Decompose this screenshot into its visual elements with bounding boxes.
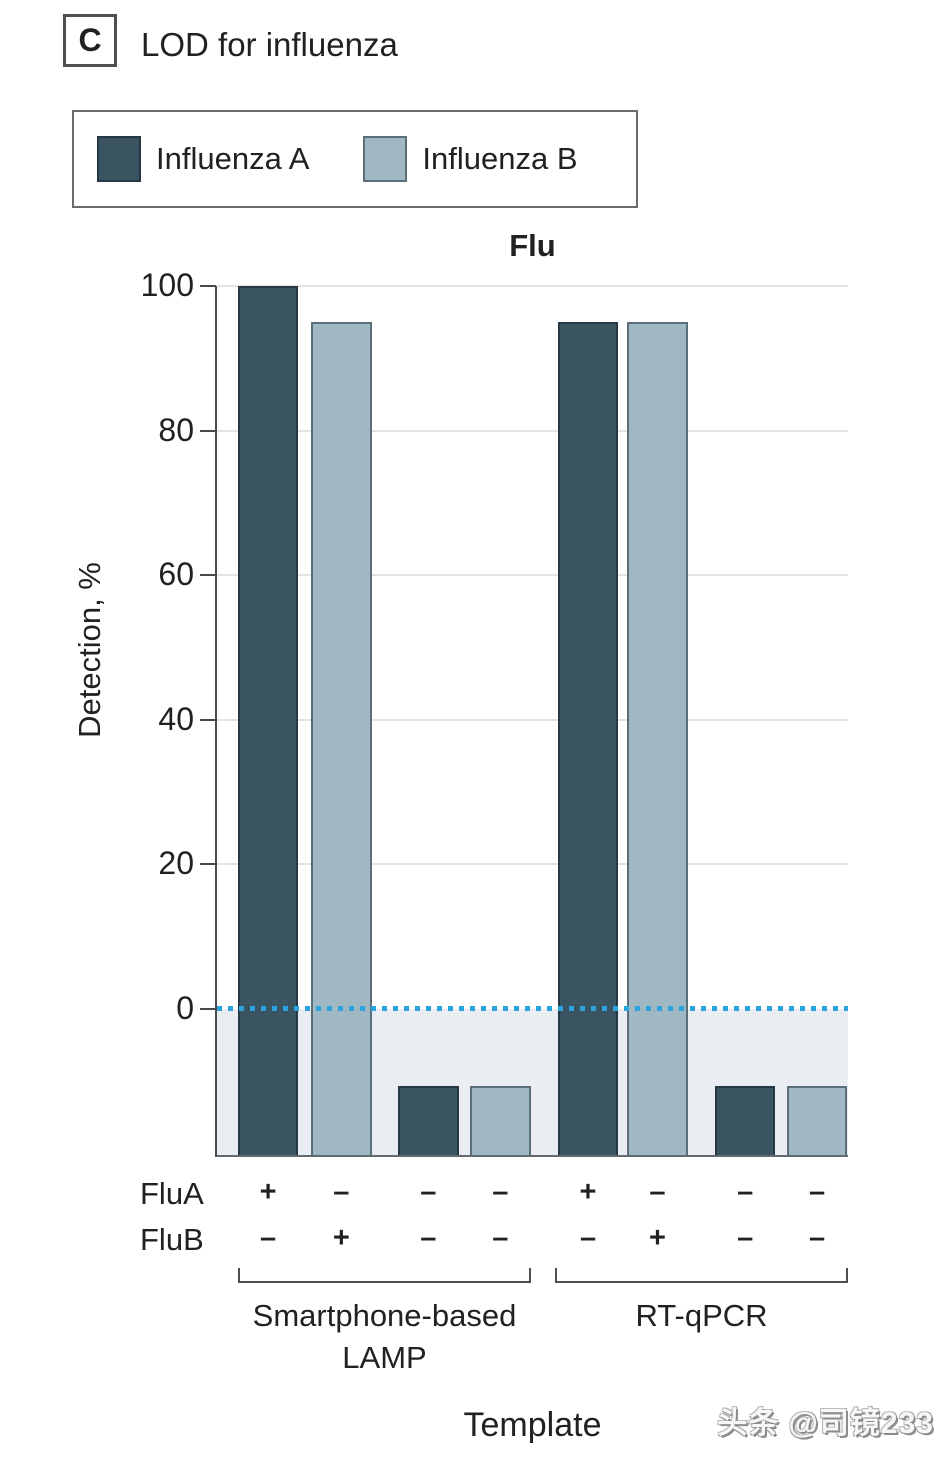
figure-title: LOD for influenza [141,26,398,63]
bracket-lamp [238,1268,531,1283]
row-label-flua: FluA [140,1176,204,1211]
cond-flub-symbol: + [648,1222,666,1254]
y-tick-mark [200,718,216,721]
y-tick-mark [200,429,216,432]
legend-label-influenza-a: Influenza A [156,141,310,176]
group-label-lamp-line2: LAMP [342,1340,427,1375]
legend-swatch-influenza-a [97,136,141,182]
y-tick-label: 40 [158,700,194,737]
y-tick-mark [200,574,216,577]
panel-label: C [78,22,102,58]
cond-flub-symbol: + [332,1222,350,1254]
group-label-lamp-line1: Smartphone-based [252,1298,517,1333]
bar-influenza-a [237,286,299,1157]
cond-flua-symbol: + [579,1176,597,1208]
bar-influenza-b [786,1086,848,1157]
gridline-40 [217,718,848,721]
y-axis-line [215,286,217,1157]
legend: Influenza A Influenza B [72,110,638,208]
gridline-20 [217,863,848,866]
cond-flua-symbol: – [737,1176,754,1208]
bar-influenza-a [714,1086,776,1157]
panel-label-box: C [63,14,117,67]
y-tick-label: 0 [176,990,194,1026]
cond-flub-symbol: – [809,1222,826,1254]
bar-influenza-a [398,1086,459,1157]
gridline-80 [217,429,848,432]
plot-bottom-border [217,1155,848,1157]
y-tick-mark [200,285,216,287]
y-tick-label: 80 [158,411,194,448]
y-tick-label: 20 [158,845,194,882]
chart-title: Flu [509,228,556,263]
cond-flub-symbol: – [737,1222,754,1254]
row-label-flub: FluB [140,1222,204,1257]
cond-flub-symbol: – [260,1222,277,1254]
y-tick-label: 100 [140,267,194,303]
cond-flua-symbol: – [420,1176,437,1208]
x-axis-label: Template [463,1406,602,1444]
cond-flua-symbol: – [333,1176,350,1208]
gridline-60 [217,574,848,577]
cond-flua-symbol: – [649,1176,666,1208]
gridline-100 [217,285,848,287]
cond-flub-symbol: – [492,1222,509,1254]
y-tick-mark [200,863,216,866]
plot-area [215,285,848,1157]
cond-flua-symbol: – [809,1176,826,1208]
y-axis-label: Detection, % [72,562,107,738]
zero-dotted-line [217,1006,848,1011]
bracket-rtqpcr [555,1268,848,1283]
watermark: 头条 @司镜233 [717,1407,934,1440]
legend-swatch-influenza-b [363,136,408,182]
group-label-rtqpcr: RT-qPCR [635,1298,768,1333]
cond-flub-symbol: – [420,1222,437,1254]
bar-influenza-b [311,322,372,1157]
cond-flua-symbol: + [259,1176,277,1208]
cond-flua-symbol: – [492,1176,509,1208]
y-tick-label: 60 [158,556,194,593]
bar-influenza-b [470,1086,531,1157]
cond-flub-symbol: – [579,1222,597,1254]
y-tick-mark [200,1008,216,1010]
bar-influenza-b [627,322,688,1157]
bar-influenza-a [557,322,619,1157]
legend-label-influenza-b: Influenza B [422,141,578,176]
